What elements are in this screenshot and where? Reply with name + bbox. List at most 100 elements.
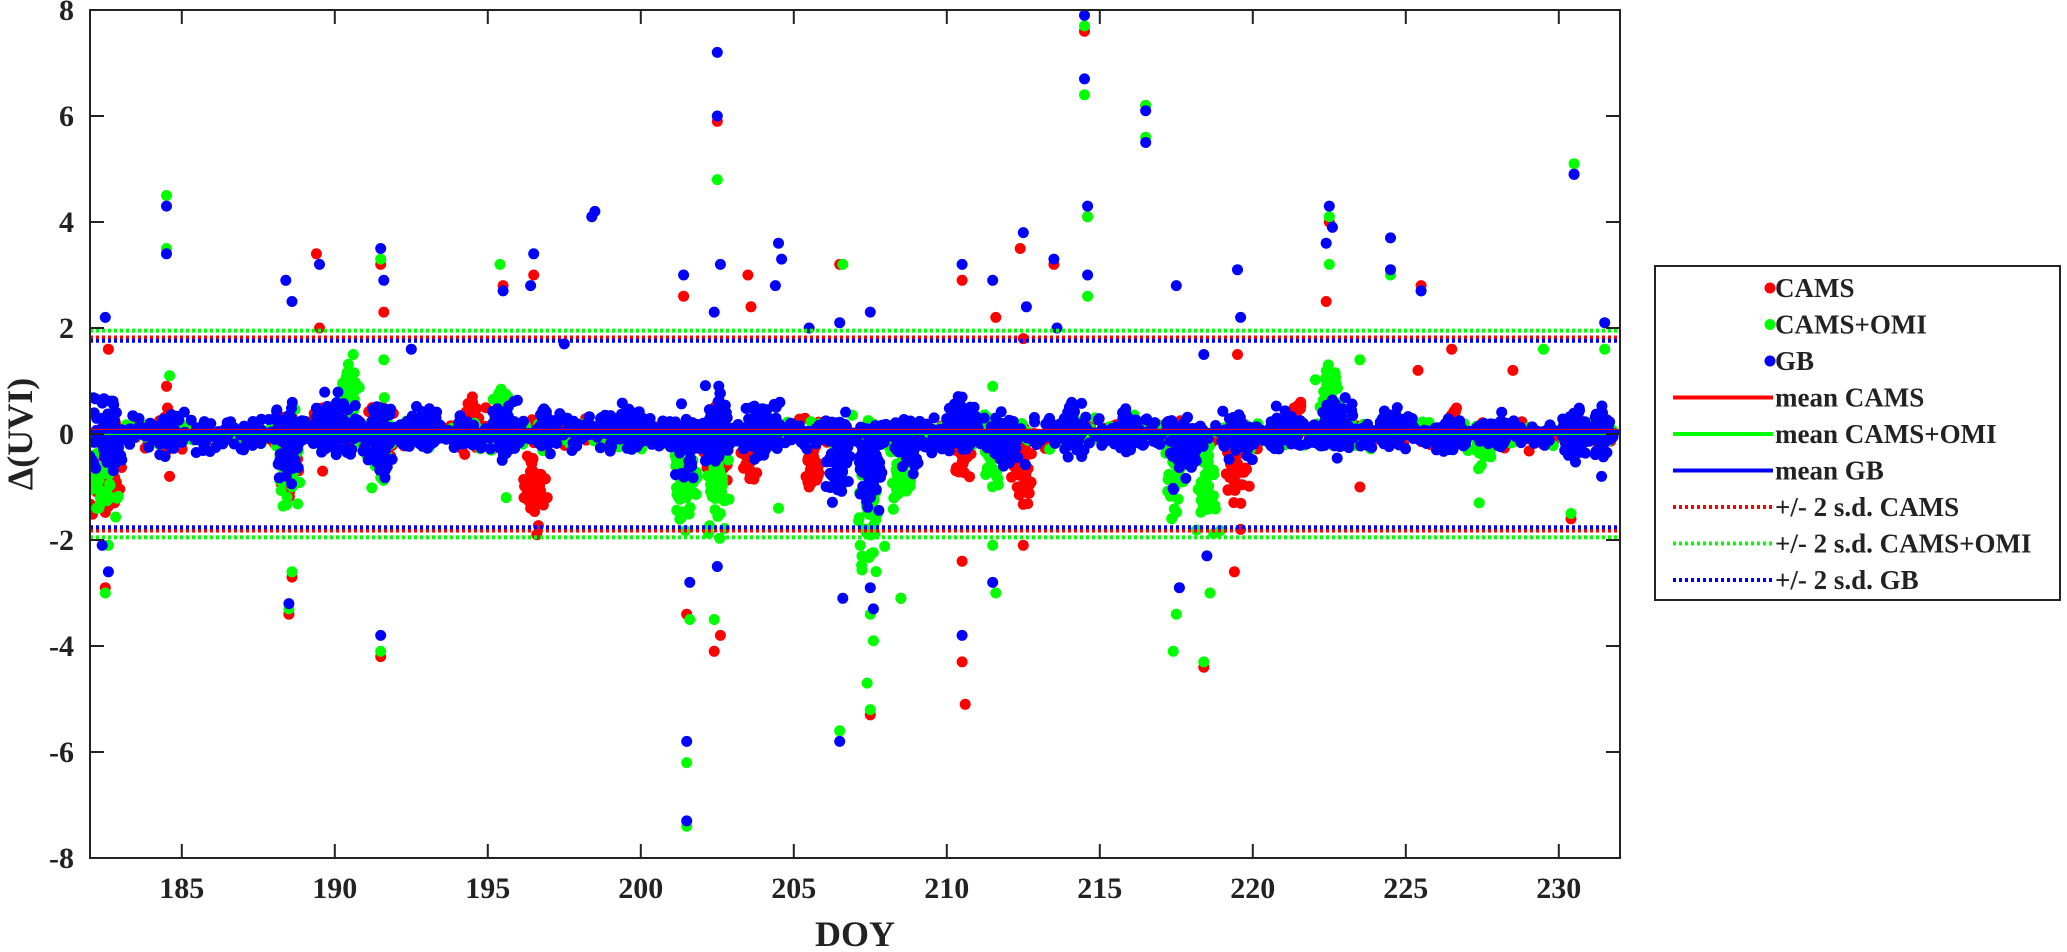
data-point bbox=[247, 416, 259, 427]
data-point bbox=[406, 410, 418, 422]
series-gb bbox=[90, 10, 1619, 827]
data-point bbox=[744, 473, 756, 485]
data-point bbox=[1496, 406, 1508, 418]
data-point bbox=[834, 725, 846, 737]
data-point bbox=[842, 476, 854, 487]
data-point bbox=[1319, 439, 1331, 451]
data-point bbox=[1332, 382, 1343, 394]
data-point bbox=[286, 566, 298, 578]
data-point bbox=[862, 451, 874, 463]
data-point bbox=[503, 400, 515, 412]
data-point bbox=[987, 481, 998, 493]
data-point bbox=[294, 477, 306, 488]
y-tick-label: -4 bbox=[49, 630, 74, 663]
data-point bbox=[307, 438, 319, 449]
data-point bbox=[319, 411, 331, 423]
data-point bbox=[535, 409, 546, 421]
data-point bbox=[1485, 451, 1497, 463]
x-tick-label: 225 bbox=[1383, 872, 1428, 905]
data-point bbox=[1076, 397, 1088, 409]
data-point bbox=[341, 446, 353, 458]
data-point bbox=[1579, 416, 1591, 428]
data-point bbox=[1207, 490, 1219, 502]
data-point bbox=[867, 443, 879, 455]
data-point bbox=[699, 380, 711, 392]
data-point bbox=[342, 358, 354, 370]
data-point bbox=[637, 413, 649, 425]
data-point bbox=[1082, 211, 1094, 223]
data-point bbox=[1201, 550, 1213, 562]
data-point bbox=[715, 486, 727, 498]
data-point bbox=[164, 370, 176, 382]
data-point bbox=[375, 253, 387, 265]
data-point bbox=[895, 592, 907, 604]
data-point bbox=[1512, 432, 1524, 444]
data-point bbox=[874, 462, 886, 474]
data-point bbox=[198, 416, 210, 428]
data-point bbox=[1391, 402, 1403, 414]
data-point bbox=[90, 407, 100, 419]
x-tick-label: 200 bbox=[618, 872, 663, 905]
data-point bbox=[1228, 566, 1240, 578]
data-point bbox=[1446, 343, 1458, 355]
data-point bbox=[282, 410, 294, 422]
data-point bbox=[375, 629, 387, 641]
data-point bbox=[894, 479, 906, 491]
data-point bbox=[449, 434, 461, 446]
data-point bbox=[1589, 449, 1601, 461]
data-point bbox=[1217, 405, 1229, 417]
data-point bbox=[561, 412, 573, 424]
data-point bbox=[225, 416, 237, 428]
data-point bbox=[1324, 400, 1336, 412]
data-point bbox=[487, 405, 499, 417]
data-point bbox=[310, 402, 322, 414]
data-point bbox=[161, 380, 172, 392]
data-point bbox=[1394, 439, 1405, 450]
data-point bbox=[864, 704, 876, 716]
data-point bbox=[1219, 434, 1231, 446]
data-point bbox=[1170, 608, 1182, 620]
data-point bbox=[1007, 452, 1019, 464]
data-point bbox=[1082, 290, 1094, 302]
data-point bbox=[90, 479, 95, 491]
data-point bbox=[1568, 158, 1580, 170]
data-point bbox=[371, 405, 383, 417]
data-point bbox=[1415, 285, 1427, 297]
data-point bbox=[286, 478, 298, 490]
data-point bbox=[710, 455, 721, 467]
data-point bbox=[865, 469, 877, 481]
data-point bbox=[349, 400, 361, 411]
data-point bbox=[732, 419, 744, 430]
data-point bbox=[1473, 497, 1485, 509]
data-point bbox=[1031, 437, 1043, 449]
data-point bbox=[705, 486, 716, 497]
data-point bbox=[1242, 442, 1254, 454]
data-point bbox=[955, 418, 967, 430]
data-point bbox=[1096, 439, 1108, 451]
data-point bbox=[995, 406, 1007, 418]
x-tick-label: 205 bbox=[771, 872, 816, 905]
data-point bbox=[879, 540, 891, 552]
data-point bbox=[98, 451, 110, 463]
data-point bbox=[102, 566, 114, 578]
data-point bbox=[332, 386, 344, 398]
data-point bbox=[332, 417, 344, 428]
data-point bbox=[776, 253, 788, 265]
data-point bbox=[1599, 343, 1611, 355]
data-point bbox=[586, 211, 598, 223]
data-point bbox=[711, 46, 723, 58]
data-point bbox=[1354, 481, 1366, 493]
data-point bbox=[681, 443, 693, 455]
data-point bbox=[1601, 447, 1613, 458]
data-point bbox=[534, 492, 546, 504]
data-point bbox=[657, 415, 669, 427]
data-point bbox=[958, 467, 970, 479]
data-point bbox=[1014, 243, 1026, 254]
data-point bbox=[197, 438, 209, 450]
data-point bbox=[96, 486, 108, 498]
data-point bbox=[711, 174, 723, 186]
data-point bbox=[1195, 487, 1207, 498]
data-point bbox=[1476, 447, 1488, 459]
data-point bbox=[91, 502, 103, 514]
data-point bbox=[718, 495, 730, 507]
